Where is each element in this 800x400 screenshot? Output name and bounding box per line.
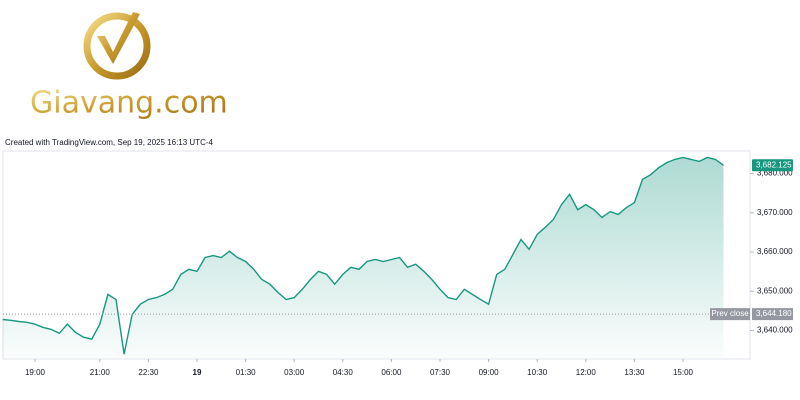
last-price-badge (752, 159, 793, 172)
x-tick-label: 01:30 (236, 368, 257, 377)
x-tick-label: 22:30 (138, 368, 159, 377)
x-tick-label: 03:00 (284, 368, 305, 377)
x-tick-label: 12:00 (576, 368, 597, 377)
x-tick-label: 21:00 (90, 368, 111, 377)
x-tick-label: 13:30 (624, 368, 645, 377)
x-tick-label: 19:00 (25, 368, 46, 377)
y-tick-label: 3,680.000 (757, 169, 793, 178)
y-tick-label: 3,660.000 (757, 247, 793, 256)
x-tick-label: 19 (193, 368, 202, 377)
y-tick-label: 3,650.000 (757, 286, 793, 295)
x-tick-label: 10:30 (527, 368, 548, 377)
x-tick-label: 06:00 (381, 368, 402, 377)
plot-frame (2, 150, 751, 360)
x-tick-label: 09:00 (479, 368, 500, 377)
last-price-label: 3,682.125 (756, 160, 792, 169)
x-tick-label: 07:30 (430, 368, 451, 377)
prev-close-value: 3,644.180 (756, 309, 792, 318)
area-fill (2, 157, 724, 358)
prev-close-badge (710, 308, 750, 321)
x-tick-label: 04:30 (333, 368, 354, 377)
brand-name: Giavang.com (30, 86, 228, 121)
prev-close-value-badge (752, 308, 793, 321)
prev-close-name: Prev close (711, 309, 749, 318)
y-tick-label: 3,670.000 (757, 208, 793, 217)
x-tick-label: 15:00 (673, 368, 694, 377)
price-line (2, 156, 724, 355)
y-tick-label: 3,640.000 (757, 326, 793, 335)
caption: Created with TradingView.com, Sep 19, 20… (5, 138, 214, 147)
logo: Giavang.com (30, 12, 228, 121)
